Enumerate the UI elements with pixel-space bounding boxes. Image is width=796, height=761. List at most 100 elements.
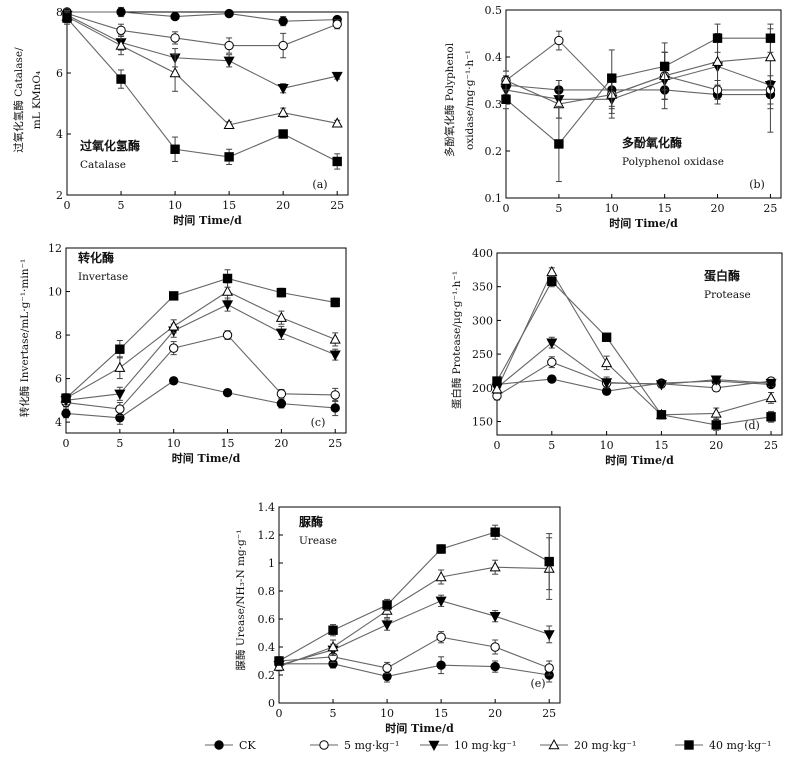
x-tick-label: 10: [600, 439, 614, 452]
data-point: [275, 328, 287, 339]
series-line: [505, 39, 771, 96]
x-tick-label: 5: [118, 199, 125, 212]
x-tick-label: 5: [116, 437, 123, 450]
data-point: [765, 391, 777, 403]
x-tick-label: 10: [380, 707, 394, 720]
legend-marker: [684, 740, 694, 750]
series-line: [496, 270, 772, 416]
plot-frame: [65, 247, 347, 434]
series-line: [505, 65, 771, 100]
data-point: [711, 420, 721, 430]
data-point: [168, 291, 179, 301]
data-point: [381, 620, 393, 631]
series-line: [278, 600, 550, 666]
series-40: [492, 275, 776, 431]
data-point: [544, 556, 554, 567]
data-point: [329, 333, 341, 344]
series-line: [65, 334, 336, 410]
data-point: [546, 265, 558, 277]
y-tick-label: 350: [472, 281, 493, 294]
y-tick-label: 10: [48, 286, 62, 299]
series-CK: [62, 6, 342, 27]
y-tick-label: 0.2: [258, 669, 276, 682]
panel-label: (d): [744, 419, 760, 432]
x-axis-label: 时间 Time/d: [173, 213, 242, 227]
data-point: [275, 311, 287, 322]
series-5: [274, 631, 554, 676]
data-point: [710, 375, 722, 386]
series-line: [66, 17, 338, 162]
x-tick-label: 20: [276, 199, 290, 212]
series-line: [279, 663, 550, 677]
data-point: [436, 632, 446, 642]
series-line: [65, 380, 336, 419]
data-point: [115, 344, 125, 354]
y-tick-label: 300: [472, 314, 493, 327]
panel-title-en: Polyphenol oxidase: [622, 156, 724, 168]
y-tick-label: 6: [56, 67, 63, 80]
data-point: [554, 35, 564, 46]
data-point: [223, 56, 235, 67]
series-5: [62, 8, 342, 59]
series-CK: [492, 374, 776, 396]
data-point: [329, 350, 341, 361]
data-point: [116, 7, 126, 17]
data-point: [490, 642, 500, 652]
series-10: [491, 336, 777, 394]
y-axis-label: 转化酶 Invertase/mL·g⁻¹·min⁻¹: [18, 259, 31, 417]
panel-title-zh: 转化酶: [78, 250, 114, 265]
data-point: [332, 156, 342, 167]
data-point: [277, 106, 289, 117]
data-point: [546, 338, 558, 349]
y-tick-label: 6: [55, 373, 62, 386]
data-point: [710, 407, 722, 418]
series-line: [496, 341, 772, 389]
data-point: [61, 393, 71, 403]
y-tick-label: 4: [56, 128, 63, 141]
panel-title-zh: 脲酶: [299, 514, 323, 529]
data-point: [501, 94, 511, 104]
x-tick-label: 5: [548, 439, 555, 452]
panel-title-en: Urease: [299, 535, 337, 547]
x-tick-label: 15: [222, 199, 236, 212]
x-tick-label: 25: [328, 437, 342, 450]
data-point: [547, 357, 557, 367]
y-tick-label: 0.4: [258, 641, 276, 654]
y-axis-label: 过氧化氢酶 Catalase/: [12, 47, 25, 153]
data-point: [436, 660, 446, 670]
series-line: [65, 277, 336, 399]
data-point: [115, 404, 125, 414]
data-point: [332, 19, 342, 29]
data-point: [655, 380, 667, 391]
series-line: [66, 16, 338, 126]
panel-label: (c): [311, 416, 326, 429]
x-tick-label: 0: [503, 202, 510, 215]
x-tick-label: 10: [168, 199, 182, 212]
y-tick-label: 1: [268, 557, 275, 570]
data-point: [170, 33, 180, 43]
data-point: [278, 16, 288, 26]
data-point: [492, 376, 502, 386]
data-point: [62, 13, 72, 23]
x-tick-label: 20: [711, 202, 725, 215]
panel-label: (e): [530, 677, 545, 690]
chart-panel-4: 0 5 10 15 20 25 150 200 250 300 350 400 时间 Time/d 蛋白酶…: [450, 247, 783, 467]
data-point: [712, 33, 723, 43]
y-tick-label: 2: [56, 189, 63, 202]
data-point: [547, 374, 557, 384]
data-point: [224, 40, 234, 51]
chart-panel-3: 0 5 10 15 20 25 4 6 8 10 12 时间 Time/d 转化酶 Invertase/…: [18, 242, 347, 465]
legend-label: 10 mg·kg⁻¹: [454, 739, 516, 752]
panel-title-en: Invertase: [78, 271, 128, 283]
data-point: [382, 600, 392, 610]
data-point: [222, 273, 233, 284]
data-point: [222, 388, 233, 398]
series-line: [278, 531, 550, 662]
x-tick-label: 25: [542, 707, 556, 720]
x-tick-label: 0: [63, 437, 70, 450]
data-point: [331, 71, 343, 83]
data-point: [547, 276, 557, 287]
series-line: [278, 636, 550, 669]
data-point: [223, 118, 235, 130]
data-point: [490, 527, 500, 537]
